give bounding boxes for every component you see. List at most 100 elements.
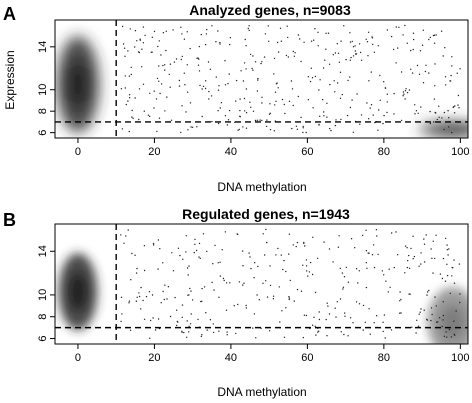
gene-point bbox=[313, 39, 315, 41]
gene-point bbox=[362, 304, 365, 307]
gene-point bbox=[338, 235, 340, 237]
gene-point bbox=[317, 31, 319, 33]
gene-point bbox=[305, 265, 308, 267]
gene-point bbox=[295, 125, 298, 128]
gene-point bbox=[339, 267, 341, 270]
gene-point bbox=[366, 267, 368, 270]
gene-point bbox=[140, 286, 142, 289]
gene-point bbox=[350, 238, 353, 240]
gene-point bbox=[120, 296, 123, 298]
gene-point bbox=[256, 90, 259, 92]
gene-point bbox=[426, 318, 428, 320]
gene-point bbox=[185, 235, 187, 237]
gene-point bbox=[251, 67, 253, 70]
gene-point bbox=[138, 295, 141, 298]
gene-point bbox=[239, 116, 241, 118]
gene-point bbox=[121, 313, 123, 315]
gene-point bbox=[218, 85, 220, 87]
gene-point bbox=[277, 87, 279, 89]
gene-point bbox=[318, 318, 321, 321]
gene-point bbox=[219, 107, 221, 109]
gene-point bbox=[336, 301, 338, 303]
gene-point bbox=[233, 305, 235, 307]
gene-point bbox=[296, 241, 299, 244]
y-tick-label: 6 bbox=[37, 335, 49, 341]
gene-point bbox=[439, 273, 442, 275]
gene-point bbox=[288, 100, 291, 103]
gene-point bbox=[222, 277, 225, 280]
gene-point bbox=[406, 42, 408, 44]
gene-point bbox=[379, 74, 381, 77]
gene-point bbox=[314, 75, 317, 78]
gene-point bbox=[156, 77, 159, 80]
gene-point bbox=[360, 114, 363, 116]
gene-point bbox=[366, 102, 368, 104]
gene-point bbox=[429, 122, 432, 125]
gene-point bbox=[423, 238, 425, 240]
gene-point bbox=[244, 110, 246, 112]
gene-point bbox=[305, 259, 308, 261]
gene-point bbox=[400, 312, 402, 314]
gene-point bbox=[128, 94, 131, 96]
points-layer-b bbox=[120, 228, 461, 339]
gene-point bbox=[179, 254, 181, 257]
gene-point bbox=[218, 296, 220, 298]
gene-point bbox=[413, 255, 416, 258]
gene-point bbox=[135, 272, 138, 274]
gene-point bbox=[343, 25, 345, 27]
gene-point bbox=[250, 106, 252, 109]
gene-point bbox=[302, 125, 304, 128]
gene-point bbox=[442, 55, 444, 57]
gene-point bbox=[442, 301, 444, 303]
gene-point bbox=[376, 235, 378, 237]
gene-point bbox=[404, 90, 407, 92]
gene-point bbox=[141, 66, 143, 68]
gene-point bbox=[402, 95, 404, 97]
gene-point bbox=[342, 288, 344, 290]
gene-point bbox=[167, 286, 170, 288]
gene-point bbox=[426, 294, 428, 296]
gene-point bbox=[295, 245, 297, 248]
gene-point bbox=[442, 257, 445, 260]
gene-point bbox=[349, 76, 351, 78]
gene-point bbox=[256, 294, 258, 296]
gene-point bbox=[424, 261, 426, 263]
gene-point bbox=[149, 115, 151, 118]
gene-point bbox=[408, 254, 410, 257]
chart-title-b: Regulated genes, n=1943 bbox=[182, 206, 350, 222]
gene-point bbox=[355, 301, 358, 303]
gene-point bbox=[393, 266, 395, 269]
gene-point bbox=[226, 331, 228, 333]
gene-point bbox=[314, 291, 317, 294]
gene-point bbox=[406, 247, 408, 249]
gene-point bbox=[435, 112, 437, 114]
gene-point bbox=[302, 264, 304, 266]
gene-point bbox=[370, 104, 373, 106]
gene-point bbox=[288, 296, 290, 298]
points-layer-a bbox=[120, 24, 461, 134]
gene-point bbox=[307, 76, 309, 78]
gene-point bbox=[340, 118, 342, 121]
gene-point bbox=[212, 263, 214, 265]
gene-point bbox=[268, 40, 270, 42]
gene-point bbox=[345, 266, 347, 269]
gene-point bbox=[359, 123, 361, 126]
gene-point bbox=[143, 318, 146, 320]
gene-point bbox=[347, 335, 349, 337]
gene-point bbox=[341, 272, 344, 274]
gene-point bbox=[120, 320, 122, 323]
gene-point bbox=[257, 77, 259, 80]
gene-point bbox=[288, 233, 291, 235]
gene-point bbox=[448, 117, 450, 119]
gene-point bbox=[127, 50, 129, 52]
gene-point bbox=[249, 101, 251, 104]
gene-point bbox=[344, 315, 346, 317]
gene-point bbox=[162, 262, 164, 264]
gene-point bbox=[207, 61, 210, 63]
gene-point bbox=[203, 286, 206, 288]
gene-point bbox=[124, 87, 127, 89]
gene-point bbox=[377, 129, 379, 131]
gene-point bbox=[202, 233, 205, 235]
gene-point bbox=[314, 325, 316, 327]
gene-point bbox=[334, 91, 336, 93]
